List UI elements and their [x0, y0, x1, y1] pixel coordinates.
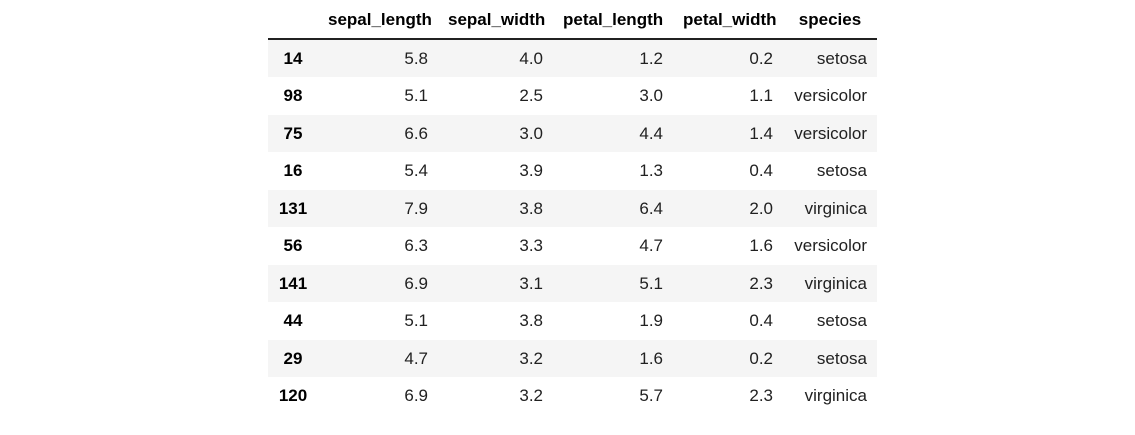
index-cell: 120: [278, 386, 308, 405]
data-cell: 4.7: [639, 236, 663, 255]
index-cell: 56: [283, 236, 303, 255]
table-row: 98 5.1 2.5 3.0 1.1 versicolor: [268, 77, 877, 115]
index-column-header: [268, 2, 318, 40]
data-cell: 6.3: [404, 236, 428, 255]
data-cell: 2.3: [749, 273, 773, 293]
data-cell: 4.7: [404, 348, 428, 368]
data-cell: 5.1: [404, 86, 428, 105]
index-cell: 14: [283, 48, 303, 68]
table-row: 56 6.3 3.3 4.7 1.6 versicolor: [268, 227, 877, 265]
data-cell: 1.2: [639, 48, 663, 68]
table-row: 14 5.8 4.0 1.2 0.2 setosa: [268, 38, 877, 77]
data-cell: 2.0: [749, 198, 773, 218]
data-cell: 1.4: [749, 123, 773, 143]
data-cell: virginica: [804, 386, 867, 405]
table-row: 16 5.4 3.9 1.3 0.4 setosa: [268, 152, 877, 190]
data-cell: 3.3: [519, 236, 543, 255]
data-cell: 5.8: [404, 48, 428, 68]
data-cell: 0.2: [749, 348, 773, 368]
data-cell: 3.2: [519, 386, 543, 405]
data-cell: setosa: [816, 348, 867, 368]
table-row: 141 6.9 3.1 5.1 2.3 virginica: [268, 264, 877, 302]
index-cell: 75: [283, 123, 303, 143]
data-cell: setosa: [816, 161, 867, 180]
data-cell: 3.2: [519, 348, 543, 368]
header-row: sepal_length sepal_width petal_length pe…: [268, 2, 877, 40]
table-row: 75 6.6 3.0 4.4 1.4 versicolor: [268, 114, 877, 152]
data-cell: 5.1: [404, 311, 428, 330]
data-cell: 4.4: [639, 123, 663, 143]
column-header-petal-length: petal_length: [553, 2, 673, 40]
data-cell: versicolor: [794, 236, 867, 255]
data-cell: 5.7: [639, 386, 663, 405]
index-cell: 131: [278, 198, 308, 218]
table-row: 131 7.9 3.8 6.4 2.0 virginica: [268, 189, 877, 227]
data-cell: 3.0: [639, 86, 663, 105]
data-cell: 3.8: [519, 198, 543, 218]
data-cell: setosa: [816, 48, 867, 68]
data-cell: 0.4: [749, 161, 773, 180]
data-cell: 1.1: [749, 86, 773, 105]
data-cell: 6.9: [404, 386, 428, 405]
data-cell: 1.3: [639, 161, 663, 180]
table-row: 29 4.7 3.2 1.6 0.2 setosa: [268, 339, 877, 377]
data-cell: 3.0: [519, 123, 543, 143]
data-cell: setosa: [816, 311, 867, 330]
table-row: 44 5.1 3.8 1.9 0.4 setosa: [268, 302, 877, 340]
data-cell: 3.1: [519, 273, 543, 293]
column-header-petal-width: petal_width: [673, 2, 783, 40]
table-row: 120 6.9 3.2 5.7 2.3 virginica: [268, 377, 877, 415]
data-cell: 5.1: [639, 273, 663, 293]
data-cell: 4.0: [519, 48, 543, 68]
data-cell: virginica: [804, 198, 867, 218]
column-header-species: species: [783, 2, 877, 40]
data-cell: 5.4: [404, 161, 428, 180]
data-cell: 3.8: [519, 311, 543, 330]
data-cell: 1.6: [749, 236, 773, 255]
data-cell: 0.4: [749, 311, 773, 330]
data-cell: 3.9: [519, 161, 543, 180]
dataframe-output: sepal_length sepal_width petal_length pe…: [268, 2, 877, 415]
column-header-sepal-width: sepal_width: [438, 2, 553, 40]
index-cell: 44: [283, 311, 303, 330]
data-cell: 2.5: [519, 86, 543, 105]
data-cell: virginica: [804, 273, 867, 293]
dataframe-table: sepal_length sepal_width petal_length pe…: [268, 2, 877, 415]
data-cell: 6.6: [404, 123, 428, 143]
index-cell: 29: [283, 348, 303, 368]
index-cell: 141: [278, 273, 308, 293]
index-cell: 16: [283, 161, 303, 180]
data-cell: 0.2: [749, 48, 773, 68]
data-cell: versicolor: [794, 123, 867, 143]
data-cell: 6.9: [404, 273, 428, 293]
column-header-sepal-length: sepal_length: [318, 2, 438, 40]
index-cell: 98: [283, 86, 303, 105]
data-cell: 1.9: [639, 311, 663, 330]
data-cell: 6.4: [639, 198, 663, 218]
data-cell: versicolor: [794, 86, 867, 105]
table-body: 14 5.8 4.0 1.2 0.2 setosa 98 5.1 2.5 3.0 1.1 versic…: [268, 38, 877, 415]
data-cell: 1.6: [639, 348, 663, 368]
table-header: sepal_length sepal_width petal_length pe…: [268, 2, 877, 40]
data-cell: 2.3: [749, 386, 773, 405]
data-cell: 7.9: [404, 198, 428, 218]
